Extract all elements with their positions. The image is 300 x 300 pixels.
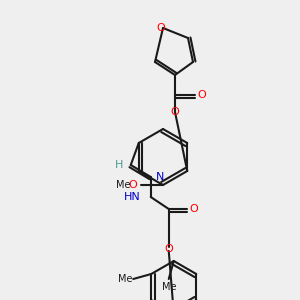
Text: O: O (198, 90, 206, 100)
Text: Me: Me (161, 282, 176, 292)
Text: O: O (189, 204, 198, 214)
Text: HN: HN (124, 192, 141, 202)
Text: O: O (171, 107, 179, 117)
Text: O: O (157, 23, 165, 33)
Text: N: N (156, 172, 164, 182)
Text: O: O (129, 180, 137, 190)
Text: O: O (164, 244, 173, 254)
Text: Me: Me (116, 180, 130, 190)
Text: Me: Me (118, 274, 133, 284)
Text: H: H (115, 160, 123, 170)
